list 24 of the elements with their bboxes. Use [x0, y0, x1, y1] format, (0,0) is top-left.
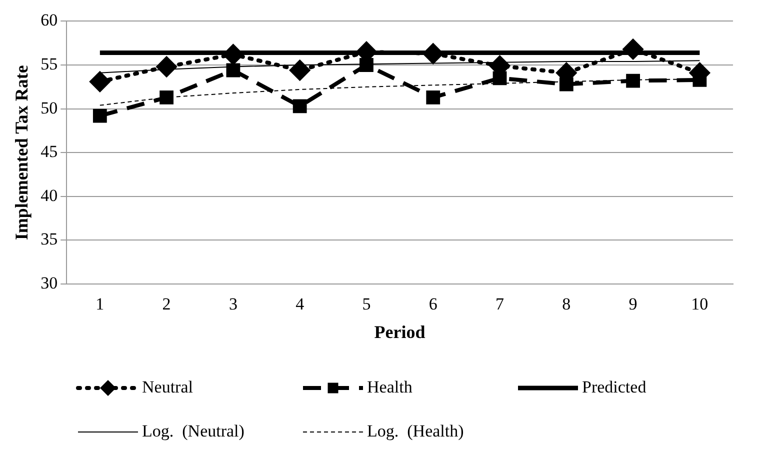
y-tick-label: 45 — [40, 142, 58, 162]
legend-label: Predicted — [582, 377, 647, 396]
x-tick-label: 7 — [496, 294, 505, 314]
legend-label: Health — [367, 377, 413, 396]
y-tick-label: 35 — [40, 230, 58, 249]
y-tick-label: 50 — [40, 98, 58, 118]
y-tick-label: 60 — [40, 10, 58, 30]
legend-label: Log. (Neutral) — [142, 421, 244, 440]
y-tick-label: 40 — [40, 186, 58, 205]
x-tick-label: 3 — [228, 294, 238, 314]
x-axis-title: Period — [374, 322, 426, 342]
x-tick-label: 1 — [96, 294, 104, 314]
x-tick-label: 5 — [362, 294, 371, 314]
x-tick-label: 2 — [162, 294, 171, 314]
x-tick-label: 9 — [628, 294, 638, 314]
y-tick-label: 30 — [40, 273, 58, 292]
legend-label: Neutral — [142, 377, 194, 396]
x-tick-label: 10 — [691, 294, 708, 314]
x-tick-label: 6 — [428, 294, 438, 314]
y-tick-label: 55 — [40, 54, 58, 74]
x-tick-label: 4 — [296, 294, 305, 314]
legend-label: Log. (Health) — [367, 421, 464, 440]
x-tick-label: 8 — [562, 294, 571, 314]
y-axis-title: Implemented Tax Rate — [11, 65, 32, 240]
